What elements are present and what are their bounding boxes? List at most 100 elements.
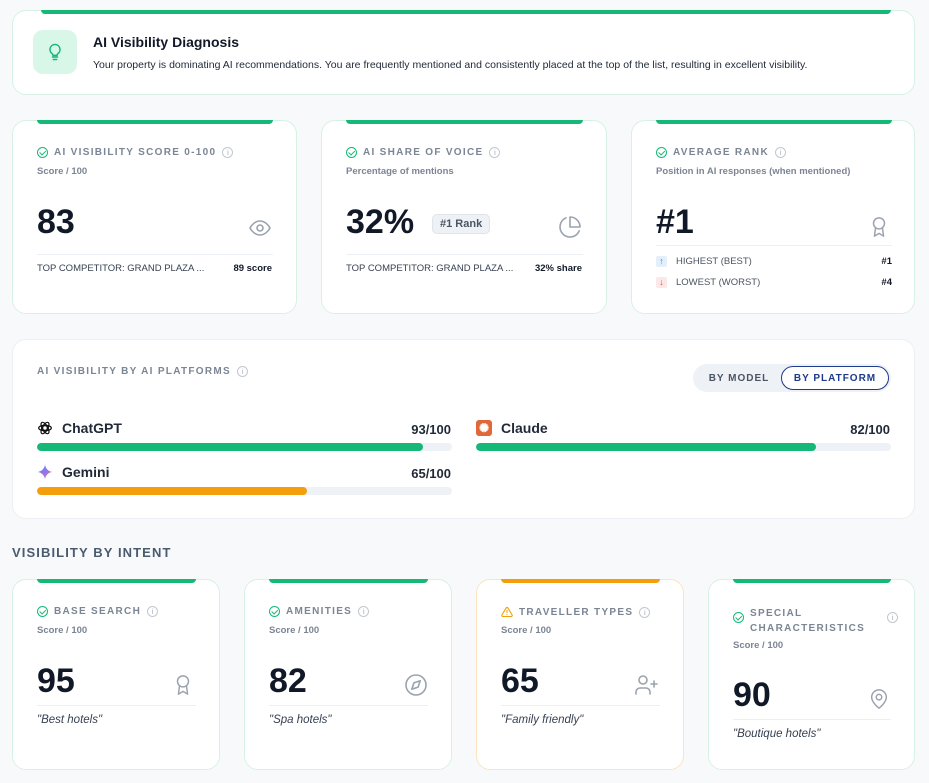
view-toggle: BY MODEL BY PLATFORM [693,364,891,392]
card-subtitle: Score / 100 [501,625,552,636]
card-title-text: SPECIAL CHARACTERISTICS [750,606,865,636]
competitor-value: 89 score [233,263,272,274]
award-icon [868,215,890,244]
card-title: AVERAGE RANK i [656,147,786,158]
score-value: 83 [37,203,75,241]
card-title: TRAVELLER TYPES i [501,606,651,618]
user-plus-icon [634,673,660,702]
card-accent-bar [346,120,583,124]
rank-value: #1 [656,203,694,241]
info-icon[interactable]: i [774,147,786,158]
by-model-button[interactable]: BY MODEL [708,372,770,384]
card-title-line: SPECIAL [750,608,803,619]
info-icon[interactable]: i [489,147,501,158]
average-rank-card: AVERAGE RANK i Position in AI responses … [631,120,915,314]
card-title-text: AI VISIBILITY BY AI PLATFORMS [37,366,232,377]
intent-score: 65 [501,662,539,700]
card-title-text: BASE SEARCH [54,606,142,617]
pie-chart-icon [558,215,582,244]
check-circle-icon [656,147,667,158]
rank-badge: #1 Rank [432,214,491,234]
card-accent-bar [41,10,891,14]
card-title: AI SHARE OF VOICE i [346,147,501,158]
info-icon[interactable]: i [887,612,899,623]
card-accent-bar [269,579,428,583]
map-pin-icon [868,687,890,716]
card-title-line: CHARACTERISTICS [750,623,866,634]
divider [656,245,892,246]
platform-progress-fill [476,443,817,451]
card-accent-bar [733,579,891,583]
info-icon[interactable]: i [639,606,651,618]
platforms-card: AI VISIBILITY BY AI PLATFORMS i BY MODEL… [12,339,915,519]
warning-icon [501,606,513,618]
card-accent-bar [656,120,892,124]
card-subtitle: Position in AI responses (when mentioned… [656,166,851,177]
divider [733,719,891,720]
check-circle-icon [37,147,48,158]
arrow-up-icon: ↑ [656,256,667,267]
card-subtitle: Percentage of mentions [346,166,454,177]
competitor-label: TOP COMPETITOR: GRAND PLAZA ... [37,263,205,274]
card-title: SPECIAL CHARACTERISTICS i [733,606,899,636]
diagnosis-text: Your property is dominating AI recommend… [93,59,808,71]
card-title: AI VISIBILITY BY AI PLATFORMS i [37,366,249,377]
divider [37,705,196,706]
platform-name: Claude [501,420,548,436]
intent-card-special-characteristics: SPECIAL CHARACTERISTICS i Score / 100 90… [708,579,915,770]
award-icon [172,673,194,702]
intent-example: "Family friendly" [501,714,584,726]
platform-progress-fill [37,443,423,451]
intent-example: "Spa hotels" [269,714,332,726]
platform-progress-bar [476,443,891,451]
highest-row: ↑ HIGHEST (BEST) #1 [656,255,892,269]
diagnosis-card: AI Visibility Diagnosis Your property is… [12,10,915,95]
platform-gemini: Gemini [37,464,109,480]
card-subtitle: Score / 100 [733,640,784,651]
platform-progress-bar [37,487,452,495]
by-platform-button[interactable]: BY PLATFORM [781,366,889,390]
check-circle-icon [269,606,280,617]
info-icon[interactable]: i [222,147,234,158]
intent-example: "Boutique hotels" [733,728,821,740]
check-circle-icon [733,612,744,623]
platform-progress-fill [37,487,307,495]
info-icon[interactable]: i [358,606,370,617]
intent-card-base-search: BASE SEARCH i Score / 100 95 "Best hotel… [12,579,220,770]
check-circle-icon [346,147,357,158]
platform-score: 82/100 [850,422,890,437]
divider [269,705,428,706]
platform-chatgpt: ChatGPT [37,420,122,436]
lightbulb-icon [33,30,77,74]
arrow-down-icon: ↓ [656,277,667,288]
competitor-value: 32% share [534,263,582,274]
info-icon[interactable]: i [147,606,159,617]
platform-name: Gemini [62,464,110,480]
card-title: AMENITIES i [269,606,370,617]
highest-label: HIGHEST (BEST) [676,256,752,267]
intent-score: 82 [269,662,307,700]
share-of-voice-card: AI SHARE OF VOICE i Percentage of mentio… [321,120,607,314]
card-title-text: AI SHARE OF VOICE [363,147,484,158]
info-icon[interactable]: i [237,366,249,377]
lowest-value: #4 [881,277,892,288]
diagnosis-title: AI Visibility Diagnosis [93,34,240,50]
card-title-text: TRAVELLER TYPES [519,606,634,618]
platform-claude: ✺ Claude [476,420,548,436]
intent-card-amenities: AMENITIES i Score / 100 82 "Spa hotels" [244,579,452,770]
card-accent-bar [37,120,273,124]
intent-section-title: VISIBILITY BY INTENT [12,545,172,560]
card-subtitle: Score / 100 [37,166,88,177]
highest-value: #1 [881,256,892,267]
intent-card-traveller-types: TRAVELLER TYPES i Score / 100 65 "Family… [476,579,684,770]
intent-example: "Best hotels" [37,714,103,726]
platform-score: 65/100 [411,466,451,481]
lowest-row: ↓ LOWEST (WORST) #4 [656,276,892,290]
platform-score: 93/100 [411,422,451,437]
intent-score: 90 [733,676,771,714]
card-accent-bar [501,579,660,583]
check-circle-icon [37,606,48,617]
card-title-text: AI VISIBILITY SCORE 0-100 [54,147,217,158]
card-subtitle: Score / 100 [269,625,320,636]
card-title-text: AVERAGE RANK [673,147,769,158]
